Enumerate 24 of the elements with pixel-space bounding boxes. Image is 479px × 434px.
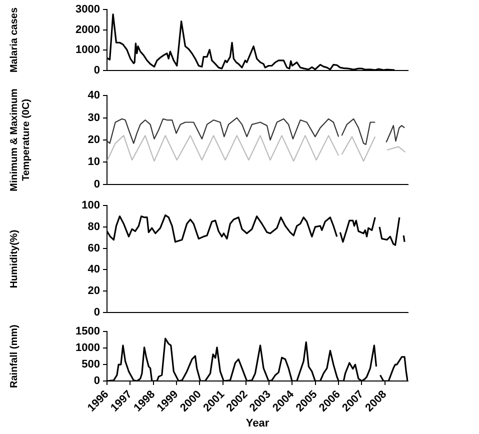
y-tick-label: 0 [94, 64, 100, 76]
y-tick-label: 40 [88, 264, 100, 276]
y-tick-label: 1500 [76, 326, 100, 338]
x-axis-title: Year [246, 417, 270, 430]
y-axis-title: Humidity(%) [8, 230, 20, 288]
y-tick-label: 0 [94, 178, 100, 190]
y-tick-label: 80 [88, 220, 100, 233]
y-tick-label: 2000 [76, 24, 100, 36]
y-tick-label: 0 [94, 375, 100, 388]
y-tick-label: 1000 [76, 44, 100, 56]
y-tick-label: 0 [94, 306, 100, 318]
y-tick-label: 3000 [76, 4, 100, 16]
y-tick-label: 1000 [76, 342, 100, 354]
y-axis-title: Malaria cases [8, 7, 20, 73]
y-tick-label: 40 [88, 90, 100, 102]
y-axis-title: Minimum & Maximum Temperature (0C) [8, 88, 32, 192]
y-tick-label: 60 [88, 242, 100, 254]
y-tick-label: 10 [88, 156, 100, 168]
y-tick-label: 20 [88, 285, 100, 298]
y-tick-label: 20 [88, 134, 100, 146]
y-tick-label: 30 [88, 112, 100, 124]
y-axis-title: Rainfall (mm) [8, 324, 20, 388]
y-tick-label: 100 [82, 200, 100, 212]
y-tick-label: 500 [82, 358, 100, 371]
